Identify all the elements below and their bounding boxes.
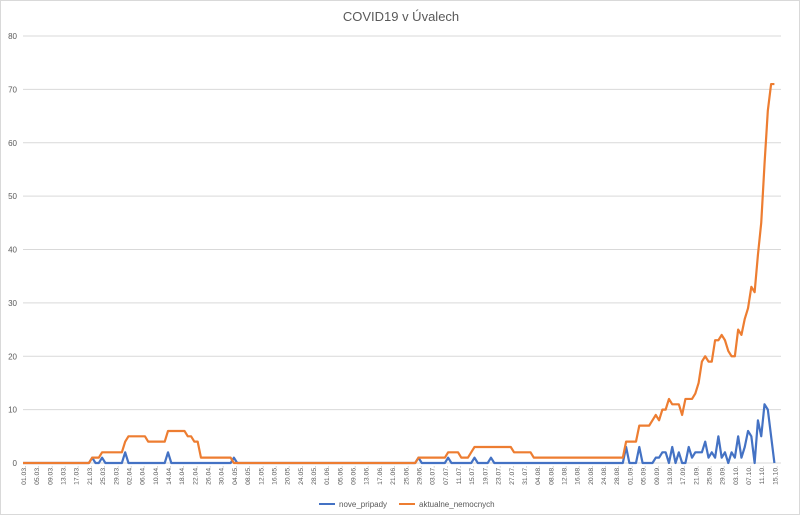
legend-label: aktualne_nemocnych (419, 500, 495, 509)
x-tick-label: 31.07. (522, 466, 529, 485)
x-tick-label: 23.07. (496, 466, 503, 485)
x-tick-label: 21.06. (390, 466, 397, 485)
x-tick-label: 24.08. (601, 466, 608, 485)
x-tick-label: 04.05. (232, 466, 239, 485)
x-tick-label: 17.06. (377, 466, 384, 485)
x-tick-label: 30.04. (219, 466, 226, 485)
chart-title: COVID19 v Úvalech (343, 9, 459, 24)
x-tick-label: 15.07. (469, 466, 476, 485)
gridlines (23, 35, 781, 464)
x-tick-label: 10.04. (153, 466, 160, 485)
x-tick-label: 11.10. (759, 466, 766, 485)
x-tick-label: 05.09. (641, 466, 648, 485)
x-tick-label: 25.06. (403, 466, 410, 485)
x-tick-label: 29.03. (113, 466, 120, 485)
x-tick-label: 27.07. (509, 466, 516, 485)
x-tick-label: 29.06. (416, 466, 423, 485)
x-tick-label: 13.06. (364, 466, 371, 485)
x-tick-label: 19.07. (482, 466, 489, 485)
x-tick-label: 29.09. (720, 466, 727, 485)
y-tick-label: 80 (8, 32, 17, 41)
x-tick-label: 12.08. (561, 466, 568, 485)
y-tick-label: 0 (13, 459, 18, 468)
x-tick-label: 25.09. (706, 466, 713, 485)
series-lines (23, 82, 776, 465)
x-tick-label: 14.04. (166, 466, 173, 485)
y-tick-label: 20 (8, 352, 17, 361)
x-tick-label: 18.04. (179, 466, 186, 485)
x-tick-label: 08.05. (245, 466, 252, 485)
x-tick-label: 03.07. (430, 466, 437, 485)
x-tick-label: 25.03. (100, 466, 107, 485)
x-tick-label: 01.03. (21, 466, 28, 485)
x-tick-label: 07.07. (443, 466, 450, 485)
y-tick-label: 60 (8, 139, 17, 148)
x-tick-label: 24.05. (298, 466, 305, 485)
y-tick-label: 70 (8, 85, 17, 94)
x-tick-label: 11.07. (456, 466, 463, 485)
x-tick-label: 02.04. (126, 466, 133, 485)
x-tick-label: 17.09. (680, 466, 687, 485)
series-line-aktualne-nemocnych (23, 82, 775, 465)
x-tick-label: 28.05. (311, 466, 318, 485)
y-tick-label: 10 (8, 406, 17, 415)
x-tick-label: 28.08. (614, 466, 621, 485)
x-tick-label: 07.10. (746, 466, 753, 485)
x-tick-label: 05.03. (34, 466, 41, 485)
x-tick-label: 09.09. (654, 466, 661, 485)
x-tick-label: 12.05. (258, 466, 265, 485)
y-tick-label: 30 (8, 299, 17, 308)
x-tick-label: 15.10. (772, 466, 779, 485)
legend: nove_pripady aktualne_nemocnych (319, 500, 495, 509)
x-tick-label: 04.08. (535, 466, 542, 485)
x-tick-label: 16.08. (575, 466, 582, 485)
x-tick-label: 01.09. (627, 466, 634, 485)
x-tick-label: 03.10. (733, 466, 740, 485)
y-tick-label: 50 (8, 192, 17, 201)
x-tick-label: 09.03. (47, 466, 54, 485)
legend-label: nove_pripady (339, 500, 387, 509)
x-axis-labels: 01.03. 05.03. 09.03. 13.03. 17.03. 21.03. 25.0… (21, 466, 779, 485)
x-tick-label: 13.03. (61, 466, 68, 485)
x-tick-label: 17.03. (74, 466, 81, 485)
x-tick-label: 13.09. (667, 466, 674, 485)
x-tick-label: 09.06. (351, 466, 358, 485)
x-tick-label: 01.06. (324, 466, 331, 485)
x-tick-label: 21.09. (693, 466, 700, 485)
y-tick-label: 40 (8, 246, 17, 255)
x-tick-label: 22.04. (192, 466, 199, 485)
y-axis-labels: 0 10 20 30 40 50 60 70 80 (8, 32, 17, 468)
x-tick-label: 26.04. (206, 466, 213, 485)
x-tick-label: 08.08. (548, 466, 555, 485)
x-tick-label: 16.05. (271, 466, 278, 485)
x-tick-label: 20.05. (285, 466, 292, 485)
x-tick-label: 20.08. (588, 466, 595, 485)
x-tick-label: 05.06. (337, 466, 344, 485)
x-tick-label: 21.03. (87, 466, 94, 485)
x-tick-label: 06.04. (140, 466, 147, 485)
